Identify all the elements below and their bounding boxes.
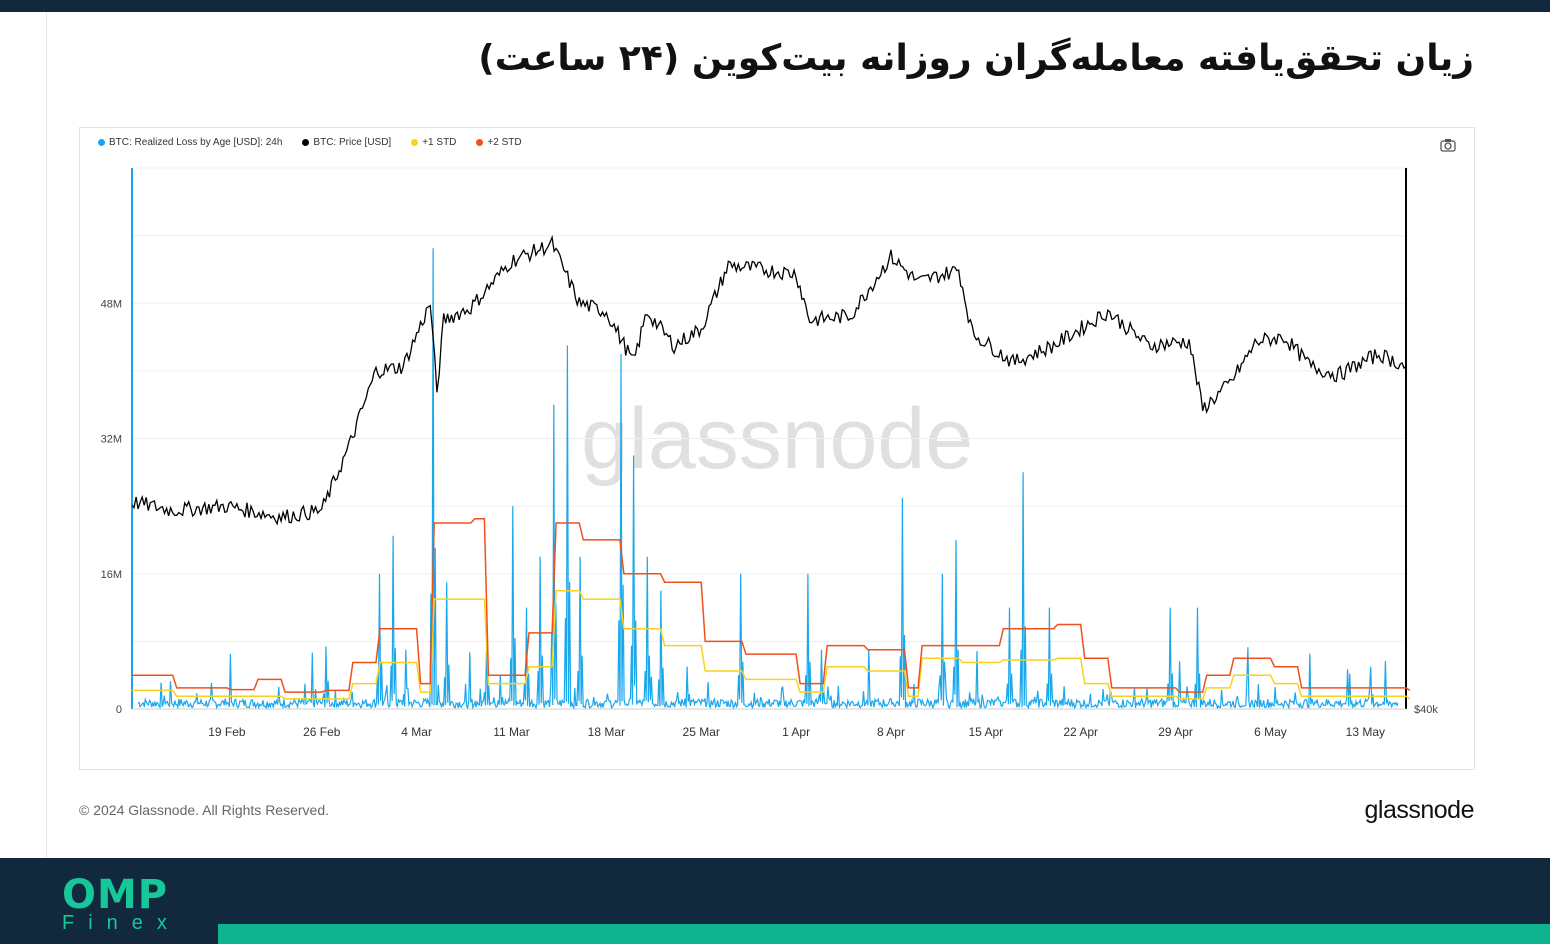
legend-item-std1[interactable]: +1 STD (411, 137, 456, 148)
left-divider (46, 12, 47, 858)
y-tick-label: 0 (116, 704, 122, 716)
x-tick-label: 15 Apr (968, 725, 1003, 739)
logo-omp: OMP (62, 872, 169, 918)
legend-item-price[interactable]: BTC: Price [USD] (302, 137, 391, 148)
x-tick-label: 1 Apr (782, 725, 810, 739)
legend-label-price: BTC: Price [USD] (313, 137, 392, 148)
copyright-text: © 2024 Glassnode. All Rights Reserved. (79, 802, 330, 818)
legend-label-loss: BTC: Realized Loss by Age [USD]: 24h (109, 137, 283, 148)
legend-dot-loss (98, 139, 105, 146)
x-tick-label: 13 May (1346, 725, 1385, 739)
y-tick-label: 32M (101, 434, 122, 446)
legend-item-loss[interactable]: BTC: Realized Loss by Age [USD]: 24h (98, 137, 282, 148)
x-tick-label: 19 Feb (208, 725, 246, 739)
chart-panel: BTC: Realized Loss by Age [USD]: 24h BTC… (79, 127, 1475, 770)
logo-finex: Finex (62, 912, 181, 934)
top-bar (0, 0, 1550, 12)
x-tick-label: 6 May (1254, 725, 1287, 739)
series-std2 (132, 518, 1411, 693)
footer-bar: OMP Finex (0, 858, 1550, 944)
x-tick-label: 26 Feb (303, 725, 341, 739)
y-tick-label: 48M (101, 298, 122, 310)
x-tick-label: 4 Mar (401, 725, 432, 739)
y-tick-label: 16M (101, 569, 122, 581)
footer-accent-bar (218, 924, 1550, 944)
x-tick-label: 18 Mar (588, 725, 625, 739)
legend-dot-std1 (411, 139, 419, 146)
x-tick-label: 11 Mar (493, 725, 529, 739)
y-right-tick-label: $40k (1414, 704, 1438, 716)
series-std1 (132, 589, 1411, 700)
brand-logo: glassnode (1364, 796, 1475, 824)
x-tick-label: 25 Mar (683, 725, 720, 739)
camera-icon[interactable] (1440, 138, 1456, 152)
legend-label-std2: +2 STD (487, 137, 522, 148)
x-tick-label: 22 Apr (1063, 725, 1098, 739)
series-price (131, 234, 1407, 526)
x-tick-label: 8 Apr (877, 725, 905, 739)
series-realized-loss (137, 248, 1399, 711)
page-title: زیان تحقق‌یافته معامله‌گران روزانه بیت‌ک… (478, 38, 1474, 79)
x-tick-label: 29 Apr (1158, 725, 1193, 739)
legend-label-std1: +1 STD (422, 137, 457, 148)
chart-legend: BTC: Realized Loss by Age [USD]: 24h BTC… (98, 137, 522, 148)
legend-dot-std2 (476, 139, 484, 146)
legend-dot-price (302, 139, 310, 146)
legend-item-std2[interactable]: +2 STD (476, 137, 522, 148)
